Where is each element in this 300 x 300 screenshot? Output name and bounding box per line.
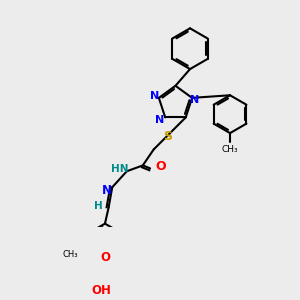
Text: N: N xyxy=(102,184,112,197)
Text: CH₃: CH₃ xyxy=(62,250,78,260)
Text: N: N xyxy=(150,91,159,101)
Text: O: O xyxy=(100,251,110,264)
Text: HN: HN xyxy=(111,164,128,174)
Text: OH: OH xyxy=(92,284,111,297)
Text: N: N xyxy=(190,95,200,105)
Text: O: O xyxy=(155,160,166,173)
Text: N: N xyxy=(155,115,165,124)
Text: S: S xyxy=(163,130,172,143)
Text: CH₃: CH₃ xyxy=(222,145,238,154)
Text: H: H xyxy=(94,201,103,211)
